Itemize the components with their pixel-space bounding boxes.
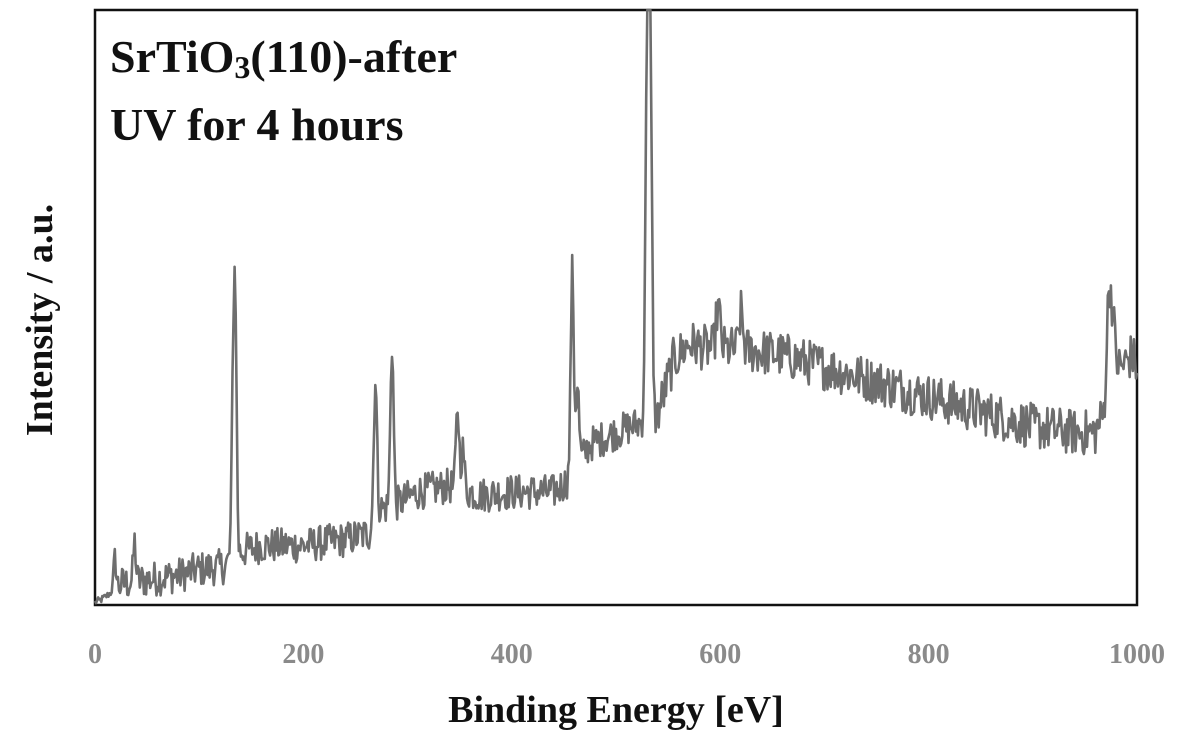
x-tick-label: 400 xyxy=(491,639,533,670)
x-tick-label: 200 xyxy=(282,639,324,670)
annotation-line-2: UV for 4 hours xyxy=(110,99,404,150)
x-axis-title: Binding Energy [eV] xyxy=(448,689,784,731)
x-tick-label: 600 xyxy=(699,639,741,670)
xps-spectrum-line xyxy=(93,8,1139,605)
plot-frame xyxy=(93,8,1139,607)
x-tick-label: 0 xyxy=(88,639,102,670)
x-tick-label: 1000 xyxy=(1109,639,1165,670)
annotation-line-1: SrTiO3(110)-after xyxy=(110,31,457,85)
x-tick-label: 800 xyxy=(908,639,950,670)
y-axis-title: Intensity / a.u. xyxy=(19,204,61,436)
x-axis-ticks: 0 200 400 600 800 1000 xyxy=(88,639,1165,670)
series-layer xyxy=(93,8,1139,605)
